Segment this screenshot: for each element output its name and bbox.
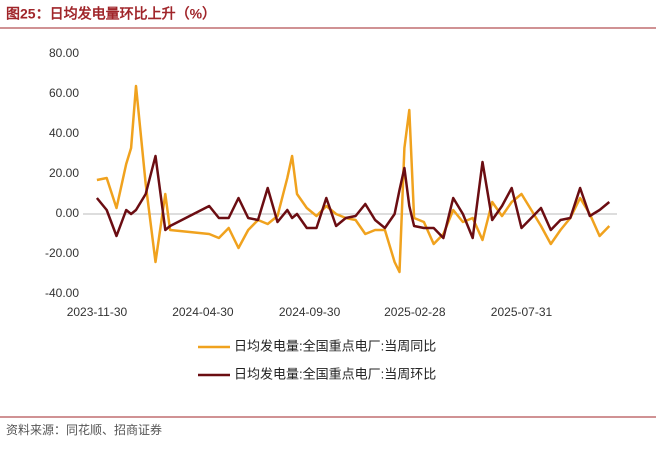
- y-tick-label: -20.00: [45, 246, 79, 260]
- x-tick-label: 2024-04-30: [172, 305, 234, 319]
- x-tick-label: 2025-07-31: [491, 305, 553, 319]
- x-tick-label: 2024-09-30: [279, 305, 341, 319]
- series-line: [96, 84, 611, 274]
- x-tick-label: 2023-11-30: [67, 305, 128, 319]
- y-tick-label: 80.00: [49, 46, 79, 60]
- y-tick-label: -40.00: [45, 286, 79, 300]
- y-tick-label: 0.00: [56, 206, 80, 220]
- legend-label: 日均发电量:全国重点电厂:当周同比: [234, 338, 436, 353]
- x-tick-label: 2025-02-28: [384, 305, 446, 319]
- y-tick-label: 60.00: [49, 86, 79, 100]
- source-note: 资料来源：同花顺、招商证券: [6, 422, 162, 437]
- series-line: [95, 154, 611, 240]
- legend-label: 日均发电量:全国重点电厂:当周环比: [234, 366, 436, 381]
- chart-title: 图25：日均发电量环比上升（%）: [6, 6, 216, 22]
- y-tick-label: 40.00: [49, 126, 79, 140]
- y-tick-label: 20.00: [49, 166, 79, 180]
